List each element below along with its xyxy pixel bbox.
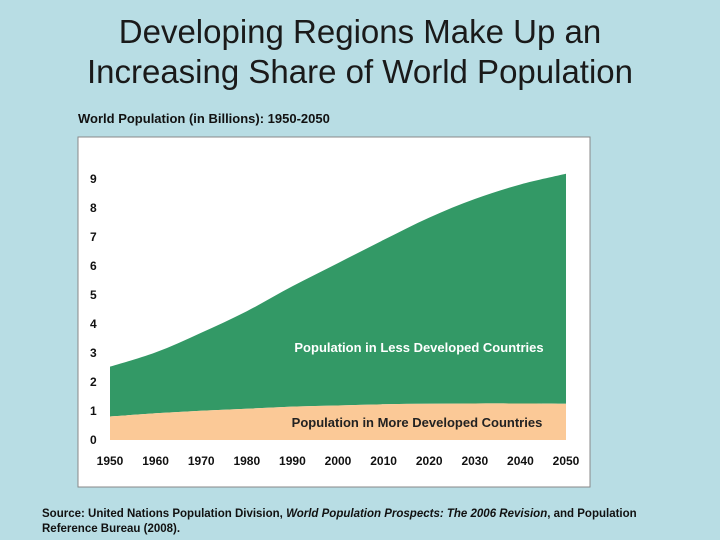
x-tick-label: 2040: [507, 454, 534, 468]
x-tick-label: 1950: [97, 454, 124, 468]
source-note: Source: United Nations Population Divisi…: [42, 507, 682, 537]
y-tick-label: 4: [90, 317, 97, 331]
y-tick-label: 1: [90, 404, 97, 418]
x-tick-label: 2050: [553, 454, 580, 468]
x-tick-label: 1980: [233, 454, 260, 468]
x-tick-label: 2010: [370, 454, 397, 468]
source-publication: World Population Prospects: The 2006 Rev…: [286, 508, 548, 520]
area-less-developed: [110, 173, 566, 417]
chart-title: World Population (in Billions): 1950-205…: [78, 111, 330, 126]
y-tick-label: 2: [90, 375, 97, 389]
x-tick-label: 1990: [279, 454, 306, 468]
x-tick-label: 2030: [461, 454, 488, 468]
x-tick-label: 1960: [142, 454, 169, 468]
area-more-developed: [110, 403, 566, 440]
series-label-more-developed: Population in More Developed Countries: [292, 415, 543, 430]
y-tick-label: 5: [90, 288, 97, 302]
y-tick-label: 8: [90, 201, 97, 215]
y-tick-label: 9: [90, 172, 97, 186]
slide-title: Developing Regions Make Up an Increasing…: [0, 12, 720, 92]
y-tick-label: 3: [90, 346, 97, 360]
slide-title-line-2: Increasing Share of World Population: [86, 53, 634, 90]
series-label-less-developed: Population in Less Developed Countries: [294, 340, 543, 355]
source-prefix: Source: United Nations Population Divisi…: [42, 508, 287, 520]
y-tick-label: 6: [90, 259, 97, 273]
x-tick-label: 1970: [188, 454, 215, 468]
slide-title-line-1: Developing Regions Make Up an: [118, 13, 602, 50]
y-tick-label: 7: [90, 230, 97, 244]
x-tick-label: 2000: [325, 454, 352, 468]
source-suffix: , and Population Reference Bureau (2008)…: [42, 508, 637, 535]
x-tick-label: 2020: [416, 454, 443, 468]
y-tick-label: 0: [90, 433, 97, 447]
